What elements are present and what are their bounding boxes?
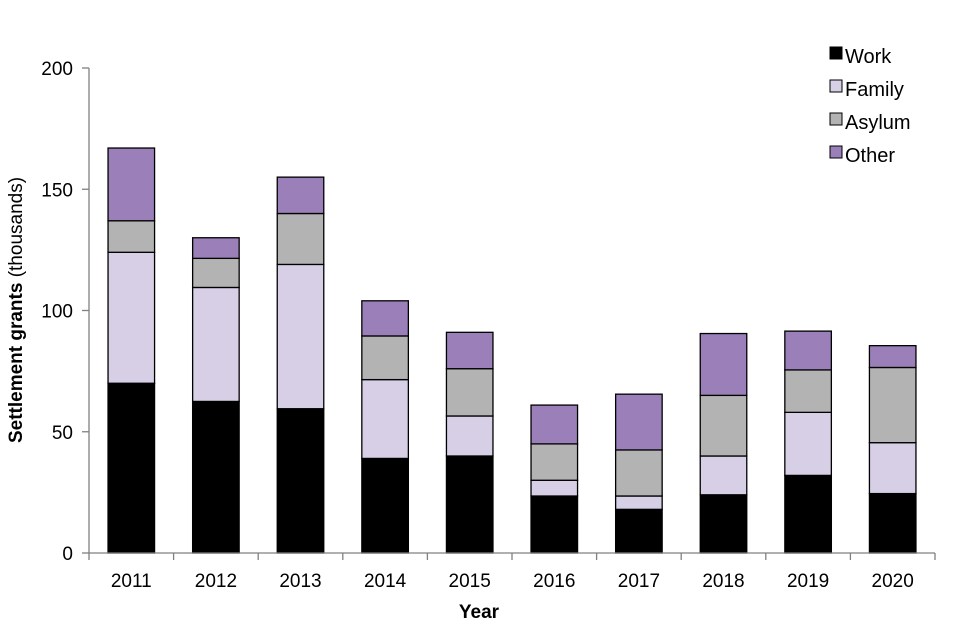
- y-tick-label: 200: [41, 59, 73, 80]
- bar-other-2019: [784, 330, 833, 371]
- legend-label-other: Other: [845, 145, 895, 167]
- bar-family-2018: [699, 455, 748, 496]
- bar-family-2016: [530, 479, 579, 497]
- x-tick-label: 2017: [618, 571, 660, 592]
- bar-asylum-2016: [530, 443, 579, 481]
- bar-other-2017: [614, 393, 663, 451]
- bar-asylum-2018: [699, 394, 748, 457]
- bar-work-2014: [361, 457, 410, 554]
- x-tick-label: 2019: [787, 571, 829, 592]
- bar-family-2013: [276, 263, 325, 410]
- y-axis-title-bold: Settlement grants: [6, 283, 27, 443]
- ticks-group: 0 50 100 150 200 2011 2012 2013 2014 2015 2016 2017…: [41, 59, 936, 592]
- bar-family-2011: [107, 251, 156, 384]
- bar-work-2011: [107, 382, 156, 554]
- y-tick-label: 150: [41, 180, 73, 201]
- x-tick-label: 2011: [111, 571, 152, 592]
- bar-family-2017: [614, 495, 663, 511]
- bar-asylum-2012: [191, 257, 240, 289]
- bars-group: [107, 147, 917, 554]
- bar-asylum-2019: [784, 369, 833, 414]
- bar-other-2013: [276, 176, 325, 215]
- bar-other-2011: [107, 147, 156, 222]
- bar-family-2020: [868, 442, 917, 495]
- bar-other-2015: [445, 331, 494, 370]
- bar-family-2014: [361, 378, 410, 460]
- y-tick-label: 100: [41, 302, 73, 323]
- y-axis-title-unit: (thousands): [6, 177, 27, 283]
- bar-asylum-2020: [868, 366, 917, 444]
- bar-work-2019: [784, 474, 833, 554]
- legend: Work Family Asylum Other: [829, 46, 911, 167]
- legend-swatch-other: [829, 145, 843, 159]
- x-tick-label: 2020: [872, 571, 914, 592]
- bar-asylum-2017: [614, 449, 663, 497]
- bar-other-2012: [191, 237, 240, 260]
- bar-asylum-2011: [107, 220, 156, 253]
- legend-label-work: Work: [845, 46, 892, 68]
- bar-work-2015: [445, 455, 494, 554]
- bar-other-2016: [530, 404, 579, 445]
- legend-swatch-asylum: [829, 112, 843, 126]
- x-tick-label: 2014: [364, 571, 407, 592]
- bar-family-2019: [784, 411, 833, 477]
- legend-label-asylum: Asylum: [845, 112, 911, 134]
- legend-label-family: Family: [845, 79, 904, 101]
- y-axis-title: Settlement grants (thousands): [6, 177, 27, 443]
- bar-work-2020: [868, 492, 917, 554]
- bar-work-2017: [614, 508, 663, 554]
- y-tick-label: 0: [62, 544, 73, 565]
- bar-asylum-2014: [361, 335, 410, 381]
- bar-work-2012: [191, 400, 240, 554]
- x-tick-label: 2015: [449, 571, 491, 592]
- x-tick-label: 2018: [702, 571, 744, 592]
- bar-other-2020: [868, 345, 917, 369]
- bar-family-2012: [191, 286, 240, 403]
- x-axis-title: Year: [459, 602, 500, 623]
- legend-swatch-family: [829, 79, 843, 93]
- x-tick-label: 2013: [279, 571, 321, 592]
- bar-other-2014: [361, 300, 410, 337]
- bar-family-2015: [445, 415, 494, 457]
- bar-asylum-2013: [276, 212, 325, 266]
- bar-work-2018: [699, 494, 748, 554]
- x-tick-label: 2012: [195, 571, 237, 592]
- bar-work-2016: [530, 495, 579, 554]
- legend-swatch-work: [829, 46, 843, 60]
- x-tick-label: 2016: [533, 571, 575, 592]
- bar-other-2018: [699, 332, 748, 397]
- bar-asylum-2015: [445, 368, 494, 417]
- y-tick-label: 50: [52, 423, 73, 444]
- bar-work-2013: [276, 408, 325, 554]
